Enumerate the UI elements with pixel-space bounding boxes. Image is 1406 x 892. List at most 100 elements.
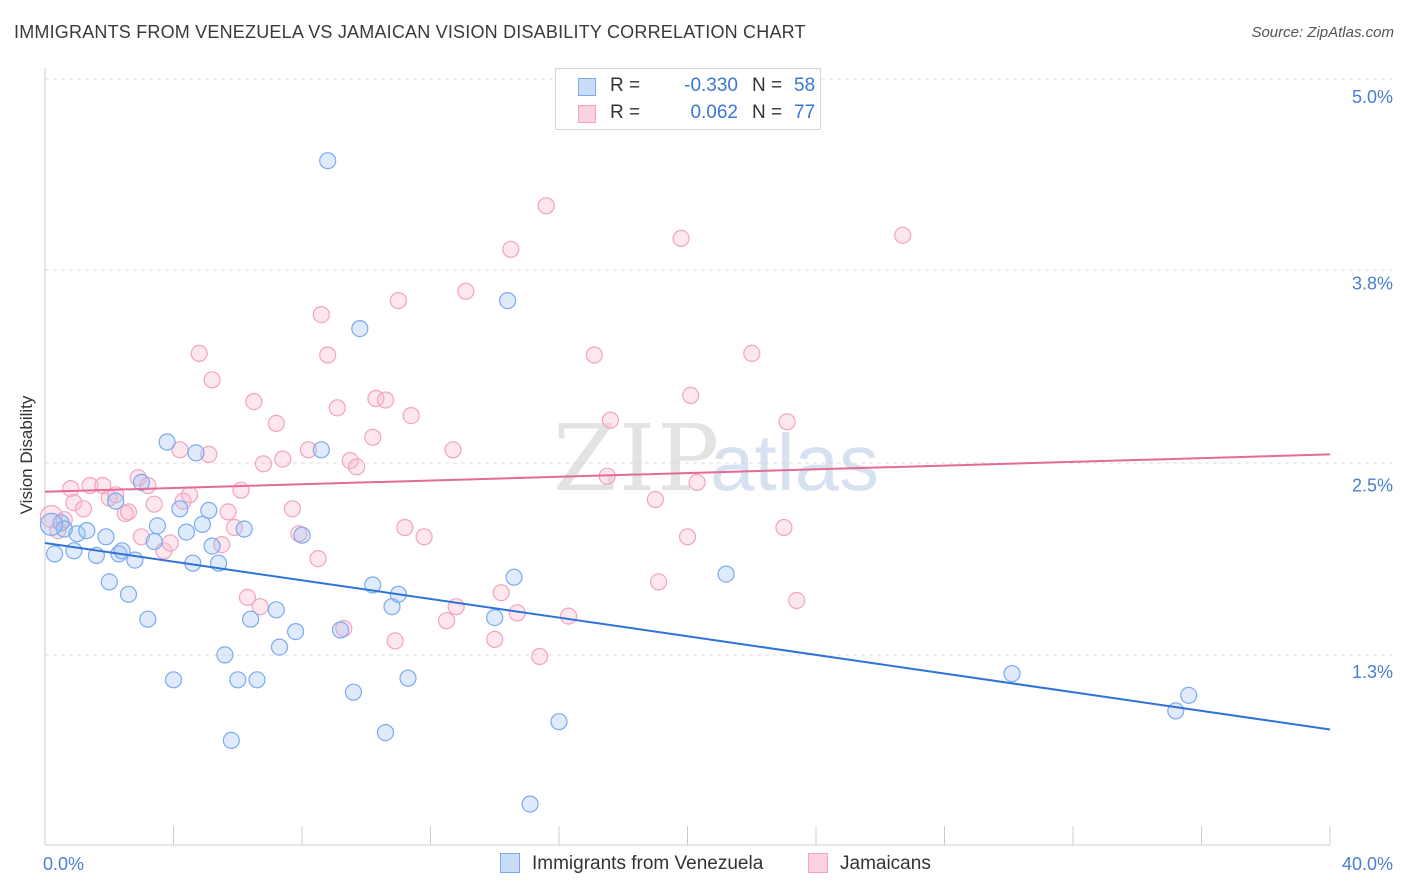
chart-title: IMMIGRANTS FROM VENEZUELA VS JAMAICAN VI… [14,22,806,42]
venezuela-point [376,723,395,742]
venezuela-point [248,671,266,689]
y-tick-label: 5.0% [1352,87,1393,107]
jamaicans-point [672,229,690,247]
venezuela-point [100,573,118,591]
jamaicans-point [678,528,697,546]
legend-r-key: R = [610,102,641,123]
jamaicans-point [62,480,80,498]
venezuela-point [521,795,539,813]
y-tick-label: 2.5% [1352,476,1393,496]
venezuela-point [229,671,247,689]
y-tick-label: 1.3% [1352,662,1393,682]
venezuela-point [235,520,253,538]
source-label: Source: ZipAtlas.com [1251,24,1394,41]
legend-label-venezuela: Immigrants from Venezuela [532,853,764,874]
jamaicans-point [55,511,73,529]
x-tick-label: 0.0% [43,854,84,874]
jamaicans-point [328,399,346,417]
venezuela-point [216,646,234,664]
legend-label-jamaicans: Jamaicans [840,853,931,874]
venezuela-point [97,528,115,546]
jamaicans-point [415,528,433,546]
jamaicans-point [743,344,761,362]
venezuela-point [68,525,86,543]
legend-swatch-pink [578,105,596,123]
jamaicans-point [312,306,330,324]
venezuela-point [550,713,568,731]
jamaicans-point [364,428,382,446]
venezuela-point [65,542,83,560]
watermark-zip: ZIP [553,405,721,512]
legend-r-key: R = [610,75,641,96]
jamaicans-point [788,591,806,610]
venezuela-point [132,473,150,491]
venezuela-point [351,320,369,338]
tick-labels: 1.3% 2.5% 3.8% 5.0% 0.0% 40.0% [43,87,1393,874]
legend-n-key: N = [752,102,783,123]
venezuela-point [486,608,504,627]
legend-r-value: 0.062 [690,102,738,123]
series-jamaicans [39,197,912,666]
jamaicans-point [531,647,549,666]
jamaicans-trend-line [44,453,1331,493]
venezuela-point [344,683,362,701]
jamaicans-point [601,411,620,429]
venezuela-point [287,622,305,641]
jamaicans-point [232,481,250,499]
jamaicans-point [396,518,414,537]
jamaicans-point [107,486,125,504]
jamaicans-point [267,414,285,432]
venezuela-point [312,441,330,459]
jamaicans-point [299,441,317,459]
venezuela-point [270,638,289,656]
jamaicans-point [778,413,796,431]
legend-n-value: 58 [794,75,816,96]
venezuela-point [1180,686,1198,704]
jamaicans-point [444,441,462,459]
jamaicans-point [537,197,555,215]
y-tick-label: 3.8% [1352,273,1393,293]
trend-lines [44,453,1331,731]
jamaicans-point [254,455,272,473]
jamaicans-point [274,450,292,468]
jamaicans-point [145,495,163,513]
legend-n-value: 77 [794,102,816,123]
venezuela-point [139,610,157,628]
jamaicans-point [348,458,366,476]
watermark-atlas: atlas [710,418,879,507]
jamaicans-point [389,292,407,310]
gridlines [45,78,1392,656]
jamaicans-point [219,503,237,521]
venezuela-point [78,521,96,540]
jamaicans-point [161,534,179,552]
jamaicans-point [682,386,700,404]
jamaicans-point [649,573,668,591]
jamaicans-point [190,344,208,362]
jamaicans-point [386,632,404,650]
venezuela-trend-line [44,542,1331,731]
jamaicans-point [775,518,793,537]
jamaicans-point [492,584,510,602]
jamaicans-point [74,500,93,518]
venezuela-point [187,444,205,462]
jamaicans-point [457,282,475,300]
jamaicans-point [203,371,221,389]
jamaicans-point [319,346,337,364]
jamaicans-point [502,240,520,258]
venezuela-point [193,515,211,534]
venezuela-point [200,501,218,519]
jamaicans-point [181,486,199,504]
venezuela-point [222,731,240,750]
venezuela-point [119,585,138,603]
venezuela-point [499,292,517,310]
jamaicans-point [402,407,420,425]
axes [44,68,1331,846]
jamaicans-point [245,393,263,411]
watermark: ZIP atlas [553,405,879,512]
venezuela-point [145,532,163,551]
jamaicans-point [438,612,456,630]
venezuela-point [1003,664,1021,683]
jamaicans-point [646,490,665,509]
jamaicans-point [559,607,578,625]
